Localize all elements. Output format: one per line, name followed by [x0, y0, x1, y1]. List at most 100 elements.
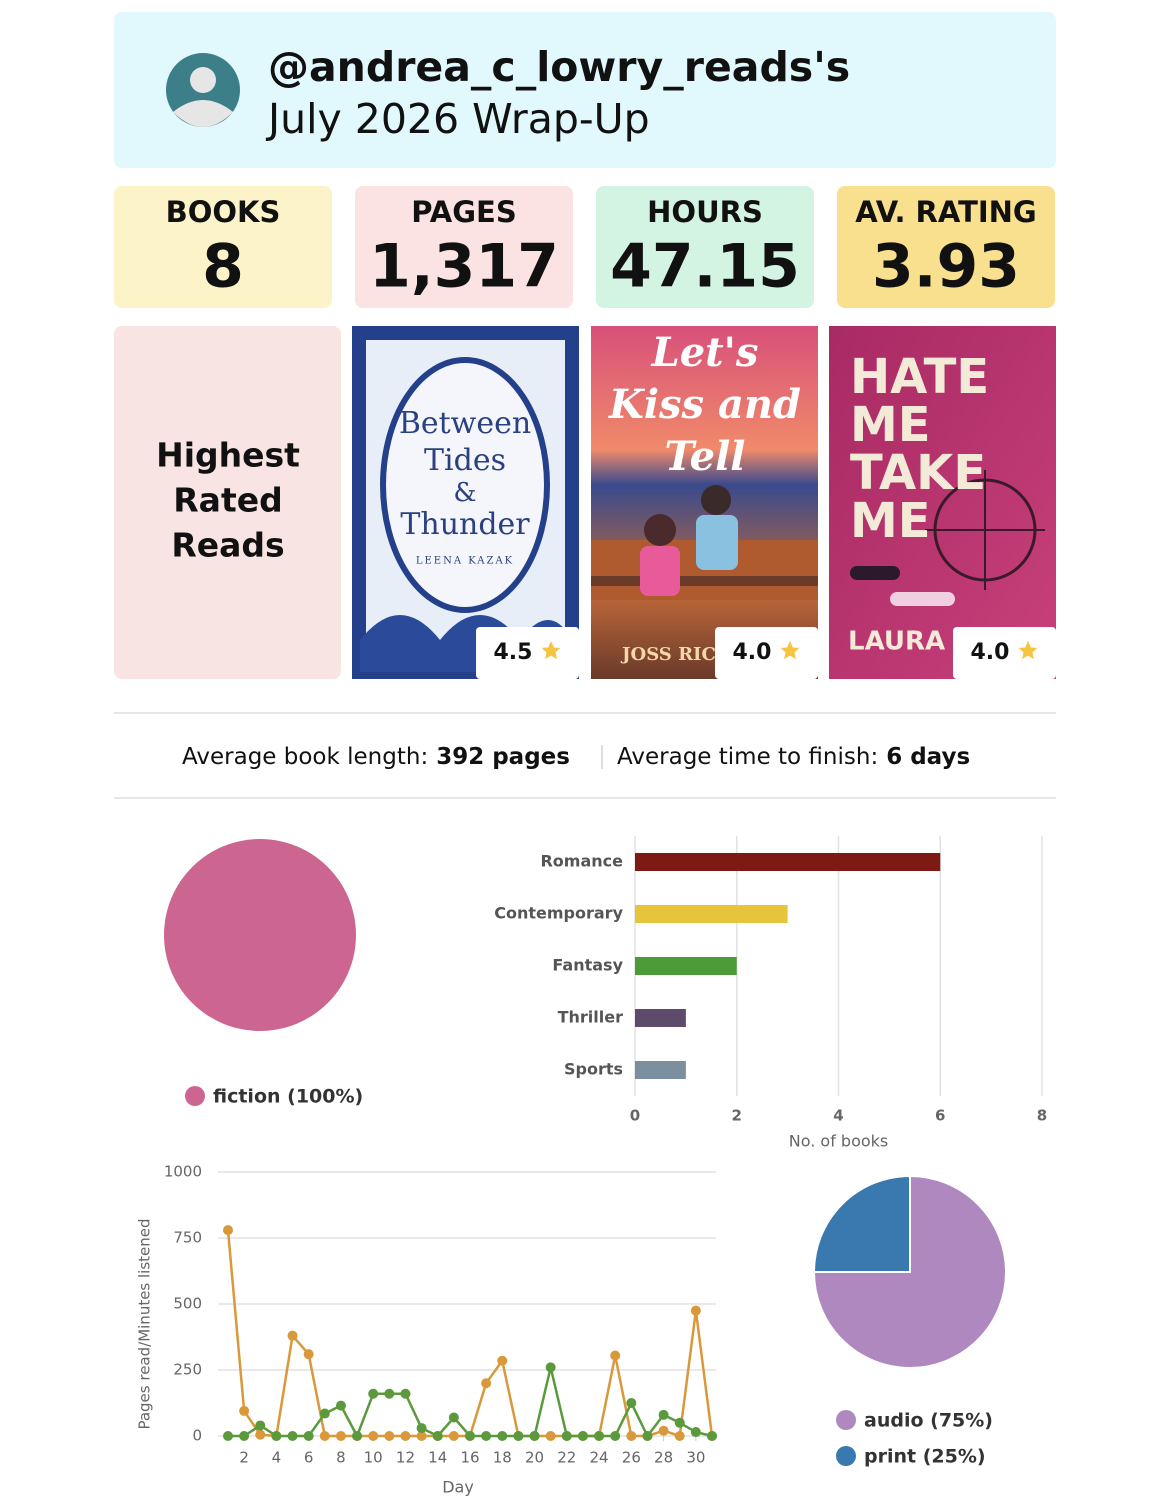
- stat-label: AV. RATING: [855, 195, 1036, 229]
- stat-label: HOURS: [647, 195, 763, 229]
- cover-author: LEENA KAZAK: [416, 556, 514, 567]
- data-point: [561, 1431, 572, 1441]
- data-point: [287, 1431, 298, 1441]
- rating-badge: [476, 627, 579, 679]
- data-point: [400, 1388, 411, 1399]
- heading-line: Highest: [156, 436, 300, 475]
- pie-slice: [812, 1174, 911, 1273]
- category-label: Sports: [564, 1060, 623, 1079]
- cover-title: TAKE: [850, 445, 986, 501]
- bar: [635, 853, 941, 871]
- pie-slice: [164, 839, 356, 1031]
- cover-title: Let's: [651, 329, 759, 376]
- data-point: [384, 1388, 395, 1399]
- rating-badge: [953, 627, 1056, 679]
- data-point: [658, 1425, 669, 1436]
- series-line: [228, 1366, 713, 1438]
- x-tick-label: 2: [732, 1107, 742, 1125]
- data-point: [352, 1431, 363, 1441]
- data-point: [255, 1420, 266, 1431]
- x-tick-label: 2: [239, 1449, 249, 1467]
- pie-slice: [812, 1174, 1007, 1369]
- data-point: [481, 1378, 492, 1389]
- data-point: [626, 1398, 637, 1408]
- data-point: [239, 1405, 250, 1416]
- y-axis-title: Pages read/Minutes listened: [136, 1218, 154, 1429]
- data-point: [642, 1431, 653, 1441]
- bar: [635, 1061, 686, 1079]
- cover-title: ME: [850, 397, 931, 453]
- cover-title: ME: [850, 493, 931, 549]
- data-point: [465, 1431, 475, 1441]
- data-point: [384, 1431, 395, 1441]
- x-tick-label: 18: [493, 1449, 512, 1467]
- data-point: [658, 1409, 669, 1420]
- x-tick-label: 6: [304, 1449, 314, 1467]
- value: 392 pages: [436, 744, 570, 770]
- legend-swatch: [836, 1446, 856, 1466]
- label: Average book length:: [182, 744, 428, 770]
- data-point: [223, 1225, 233, 1236]
- data-point: [529, 1431, 540, 1441]
- stat-value: 3.93: [872, 232, 1020, 302]
- data-point: [610, 1431, 621, 1441]
- data-point: [303, 1349, 314, 1360]
- cover-title: Kiss and: [608, 381, 801, 428]
- bar: [635, 1009, 686, 1027]
- data-point: [223, 1431, 233, 1441]
- x-tick-label: 8: [336, 1449, 346, 1467]
- bar: [635, 957, 737, 975]
- data-point: [674, 1417, 685, 1428]
- avatar: [166, 53, 240, 127]
- average-time: Average time to finish: 6 days: [617, 744, 970, 770]
- data-point: [610, 1350, 621, 1361]
- category-label: Fantasy: [552, 956, 623, 975]
- legend-label: audio (75%): [864, 1410, 993, 1432]
- x-tick-label: 0: [630, 1107, 640, 1125]
- legend-label: fiction (100%): [213, 1086, 363, 1108]
- bar: [635, 905, 788, 923]
- heading-line: Reads: [171, 526, 284, 565]
- x-tick-label: 24: [590, 1449, 609, 1467]
- data-point: [497, 1431, 508, 1441]
- x-tick-label: 8: [1037, 1107, 1047, 1125]
- value: 6 days: [886, 744, 970, 770]
- heading-line: Rated: [173, 481, 282, 520]
- y-tick-label: 1000: [164, 1163, 202, 1181]
- x-tick-label: 16: [460, 1449, 479, 1467]
- data-point: [416, 1431, 427, 1441]
- cover-title: Thunder: [400, 507, 530, 542]
- average-length: Average book length: 392 pages: [182, 744, 570, 770]
- legend-swatch: [185, 1086, 205, 1106]
- rating: 4.5: [494, 640, 533, 665]
- data-point: [255, 1429, 266, 1440]
- stat-card: [837, 186, 1055, 308]
- data-point: [416, 1423, 427, 1434]
- book-cover: [829, 326, 1056, 679]
- book-cover: [591, 326, 818, 679]
- stat-label: PAGES: [411, 195, 517, 229]
- y-tick-label: 0: [192, 1427, 202, 1445]
- stat-card: [114, 186, 332, 308]
- data-point: [400, 1431, 411, 1441]
- rating-badge: [715, 627, 818, 679]
- x-tick-label: 20: [525, 1449, 544, 1467]
- data-point: [239, 1431, 250, 1441]
- data-point: [545, 1362, 556, 1373]
- subtitle: July 2026 Wrap-Up: [265, 95, 650, 143]
- data-point: [577, 1431, 588, 1441]
- x-tick-label: 12: [396, 1449, 415, 1467]
- data-point: [674, 1431, 685, 1441]
- data-point: [626, 1431, 637, 1441]
- x-tick-label: 6: [935, 1107, 945, 1125]
- label: Average time to finish:: [617, 744, 878, 770]
- x-axis-title: No. of books: [789, 1132, 889, 1151]
- stat-card: [596, 186, 814, 308]
- x-tick-label: 4: [833, 1107, 843, 1125]
- data-point: [368, 1431, 379, 1441]
- data-point: [513, 1431, 524, 1441]
- category-label: Romance: [540, 852, 623, 871]
- data-point: [319, 1431, 330, 1441]
- cover-title: Between: [399, 406, 531, 441]
